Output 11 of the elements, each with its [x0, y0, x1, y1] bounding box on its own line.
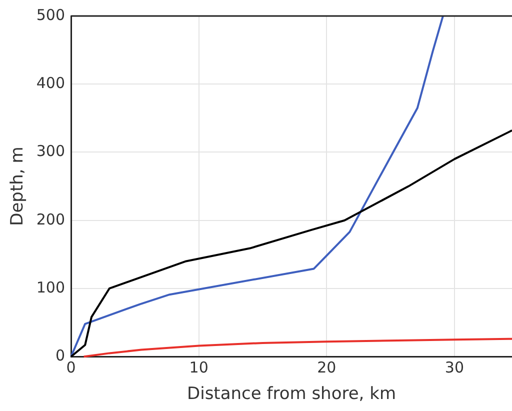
x-tick-label: 10 — [189, 358, 208, 376]
y-tick-label: 100 — [36, 278, 66, 296]
y-tick-label: 500 — [36, 6, 66, 24]
y-tick-label: 300 — [36, 142, 66, 160]
x-axis-title: Distance from shore, km — [187, 384, 396, 404]
x-tick-label: 30 — [444, 358, 464, 376]
x-tick-label: 20 — [317, 358, 336, 376]
y-tick-label: 400 — [36, 74, 66, 92]
y-tick-label: 0 — [55, 346, 66, 364]
y-tick-label: 200 — [36, 210, 66, 228]
y-axis-title: Depth, m — [8, 146, 28, 226]
